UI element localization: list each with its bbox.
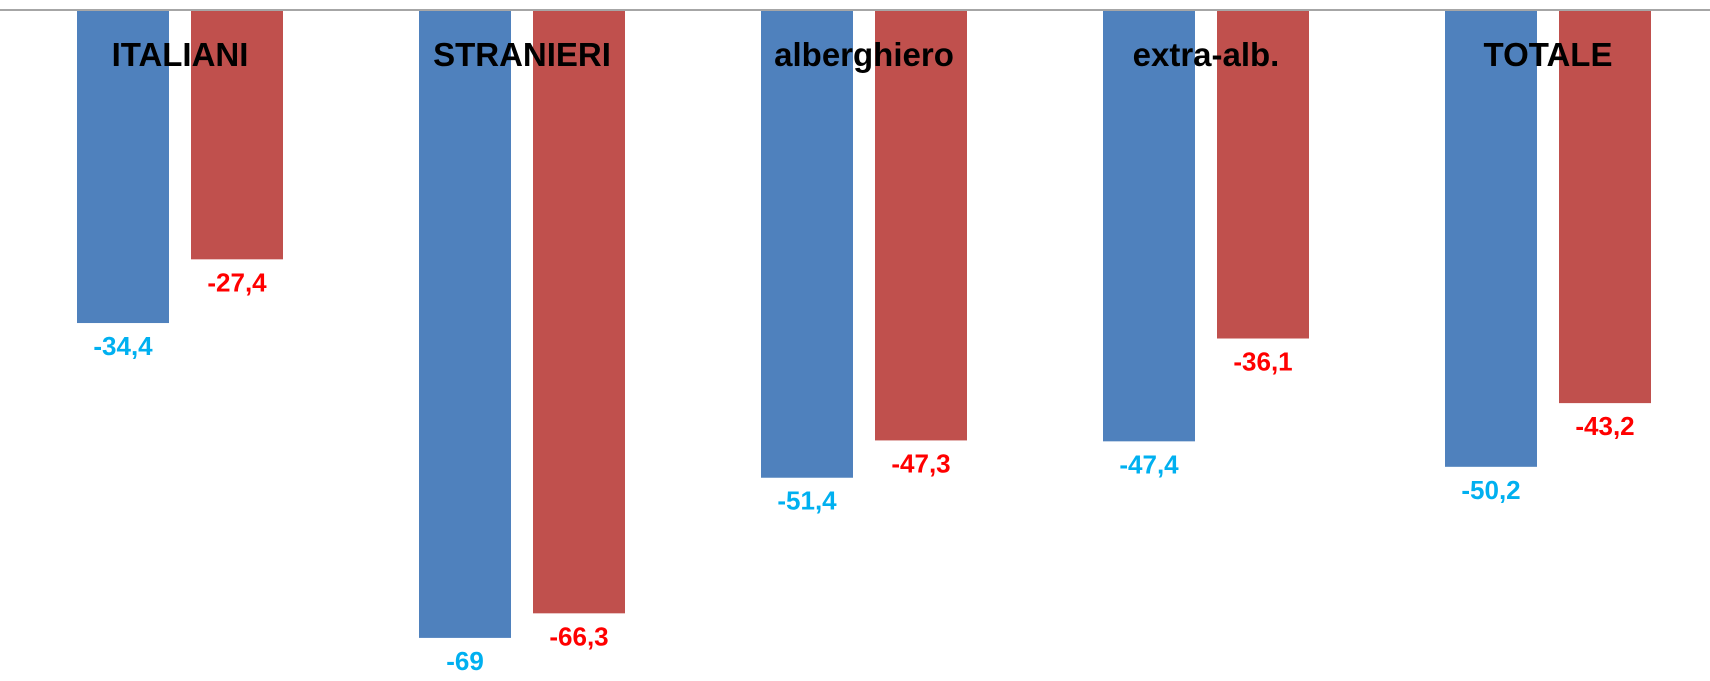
data-label-blue-2: -69	[446, 646, 484, 676]
category-label-3: alberghiero	[774, 36, 954, 73]
bar-blue-3	[761, 10, 853, 478]
data-label-red-4: -36,1	[1233, 347, 1292, 377]
data-label-red-3: -47,3	[891, 448, 950, 478]
data-label-red-1: -27,4	[207, 267, 267, 297]
labels-layer: -34,4 -27,4 ITALIANI -69 -66,3 STRANIERI -51,4…	[93, 36, 1634, 676]
data-label-blue-1: -34,4	[93, 331, 153, 361]
data-label-red-2: -66,3	[549, 621, 608, 651]
data-label-blue-5: -50,2	[1461, 475, 1520, 505]
bar-red-1	[191, 10, 283, 260]
bar-blue-5	[1445, 10, 1537, 467]
bar-red-3	[875, 10, 967, 441]
bar-blue-4	[1103, 10, 1195, 442]
bar-blue-1	[77, 10, 169, 324]
bars-layer	[77, 10, 1651, 638]
data-label-red-5: -43,2	[1575, 411, 1634, 441]
bar-red-2	[533, 10, 625, 614]
bar-red-4	[1217, 10, 1309, 339]
category-label-1: ITALIANI	[112, 36, 249, 73]
category-label-5: TOTALE	[1484, 36, 1613, 73]
data-label-blue-3: -51,4	[777, 486, 837, 516]
data-label-blue-4: -47,4	[1119, 449, 1179, 479]
category-label-2: STRANIERI	[433, 36, 611, 73]
bar-red-5	[1559, 10, 1651, 404]
category-label-4: extra-alb.	[1133, 36, 1280, 73]
bar-blue-2	[419, 10, 511, 638]
